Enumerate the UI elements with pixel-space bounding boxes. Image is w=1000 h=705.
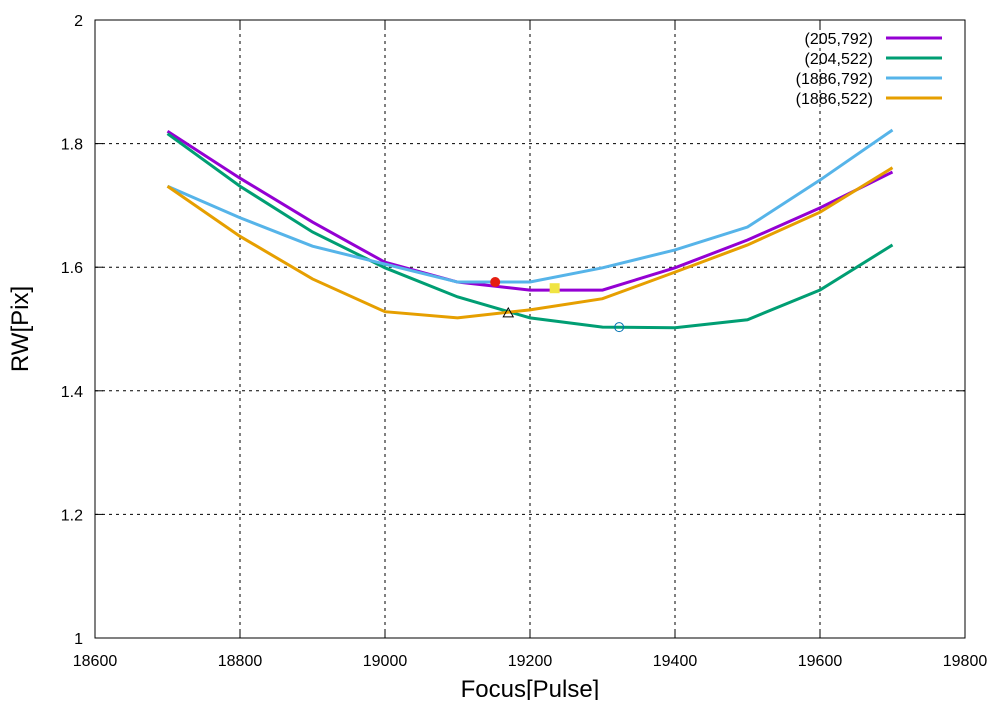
x-tick-label: 19600 xyxy=(798,653,843,670)
y-tick-label: 1 xyxy=(74,631,83,648)
y-axis-label: RW[Pix] xyxy=(7,286,34,372)
series-line-4 xyxy=(166,166,894,320)
y-tick-label: 1.8 xyxy=(61,137,83,154)
y-tick-label: 2 xyxy=(74,13,83,30)
marker-square xyxy=(549,283,560,294)
x-tick-label: 18600 xyxy=(73,653,118,670)
marker-open-circle xyxy=(614,322,625,333)
y-tick-label: 1.6 xyxy=(61,260,83,277)
y-tick-label: 1.2 xyxy=(61,507,83,524)
legend-label-2: (204,522) xyxy=(805,51,874,68)
x-tick-label: 19000 xyxy=(363,653,408,670)
x-axis-label: Focus[Pulse] xyxy=(461,676,600,700)
x-tick-label: 19400 xyxy=(653,653,698,670)
plot-frame xyxy=(94,19,966,639)
legend-label-3: (1886,792) xyxy=(796,71,873,88)
series-line-1 xyxy=(166,129,894,292)
x-tick-label: 18800 xyxy=(218,653,263,670)
marker-circle xyxy=(490,277,501,288)
legend-label-1: (205,792) xyxy=(805,31,874,48)
series-line-2 xyxy=(166,132,894,330)
y-tick-label: 1.4 xyxy=(61,384,83,401)
marker-triangle xyxy=(502,306,515,318)
x-tick-label: 19800 xyxy=(943,653,988,670)
x-tick-label: 19200 xyxy=(508,653,553,670)
series-line-3 xyxy=(166,128,894,284)
legend-label-4: (1886,522) xyxy=(796,91,873,108)
